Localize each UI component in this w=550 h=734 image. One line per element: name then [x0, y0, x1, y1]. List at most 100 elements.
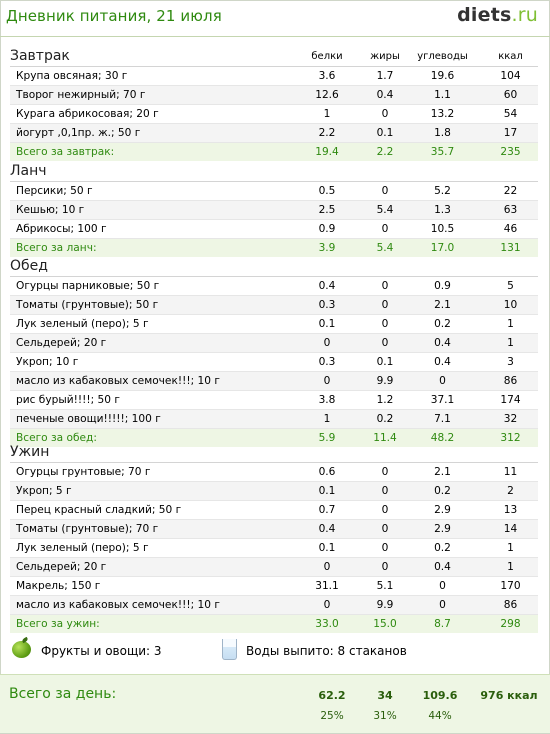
carbs-value: 1.1	[434, 89, 451, 101]
day-protein: 62.2	[318, 689, 346, 702]
fat-value: 0	[381, 108, 389, 120]
food-row: Укроп; 10 г 0.3 0.1 0.4 3	[10, 353, 538, 372]
food-row: масло из кабаковых семочек!!!; 10 г 0 9.9 0…	[10, 372, 538, 391]
section-header: Завтрак белки жиры углеводы ккал	[10, 45, 538, 67]
carbs-value: 17.0	[430, 242, 455, 254]
food-row: рис бурый!!!!; 50 г 3.8 1.2 37.1 174	[10, 391, 538, 410]
protein-value: 5.9	[318, 432, 336, 444]
site-logo[interactable]: diets.ru	[457, 4, 538, 26]
food-row: масло из кабаковых семочек!!!; 10 г 0 9.9 0…	[10, 596, 538, 615]
fat-value: 11.4	[373, 432, 397, 444]
protein-value: 0.1	[318, 318, 336, 330]
fat-value: 0.1	[376, 127, 394, 139]
fat-value: 0	[381, 280, 389, 292]
food-row: Укроп; 5 г 0.1 0 0.2 2	[10, 482, 538, 501]
protein-value: 3.8	[318, 394, 336, 406]
food-row: Кешью; 10 г 2.5 5.4 1.3 63	[10, 201, 538, 220]
carbs-value: 0.9	[434, 280, 451, 292]
col-header-fat: жиры	[370, 51, 400, 62]
food-row: Томаты (грунтовые); 50 г 0.3 0 2.1 10	[10, 296, 538, 315]
section-header: Ланч	[10, 160, 538, 182]
fat-value: 9.9	[376, 599, 394, 611]
food-name: Курага абрикосовая; 20 г	[16, 108, 159, 120]
food-name: Томаты (грунтовые); 50 г	[16, 299, 159, 311]
food-row: Абрикосы; 100 г 0.9 0 10.5 46	[10, 220, 538, 239]
kcal-value: 1	[507, 337, 514, 349]
kcal-value: 131	[500, 242, 521, 254]
carbs-value: 0.2	[434, 318, 451, 330]
day-total-panel: Всего за день: 62.2 34 109.6 976 ккал 25…	[0, 674, 550, 733]
food-name: Персики; 50 г	[16, 185, 93, 197]
kcal-value: 1	[507, 318, 514, 330]
fat-value: 9.9	[376, 375, 394, 387]
food-name: Укроп; 10 г	[16, 356, 79, 368]
carbs-value: 2.9	[434, 523, 451, 535]
protein-value: 0.4	[318, 280, 336, 292]
protein-value: 0.3	[318, 299, 336, 311]
protein-value: 1	[323, 108, 331, 120]
section-total-row: Всего за завтрак: 19.4 2.2 35.7 235	[10, 143, 538, 161]
kcal-value: 174	[500, 394, 521, 406]
food-name: йогурт ,0,1пр. ж.; 50 г	[16, 127, 141, 139]
protein-value: 19.4	[315, 146, 339, 158]
food-row: Томаты (грунтовые); 70 г 0.4 0 2.9 14	[10, 520, 538, 539]
protein-value: 3.6	[318, 70, 336, 82]
kcal-value: 10	[503, 299, 518, 311]
day-kcal: 976 ккал	[480, 689, 538, 702]
meal-section: Завтрак белки жиры углеводы ккал Крупа овсяна…	[10, 45, 538, 161]
fat-value: 0	[381, 223, 389, 235]
col-header-kcal: ккал	[498, 51, 523, 62]
section-title: Завтрак	[10, 48, 70, 64]
protein-value: 0.5	[318, 185, 336, 197]
food-name: Лук зеленый (перо); 5 г	[16, 318, 149, 330]
protein-value: 0	[323, 337, 331, 349]
extras-bar: Фрукты и овощи: 3 Воды выпито: 8 стакано…	[10, 636, 540, 666]
carbs-value: 10.5	[430, 223, 455, 235]
protein-value: 1	[323, 413, 331, 425]
day-protein-pct: 25%	[320, 710, 344, 722]
food-name: Томаты (грунтовые); 70 г	[16, 523, 159, 535]
fat-value: 0	[381, 318, 389, 330]
protein-value: 0.9	[318, 223, 336, 235]
section-total-row: Всего за обед: 5.9 11.4 48.2 312	[10, 429, 538, 447]
kcal-value: 11	[503, 466, 518, 478]
carbs-value: 7.1	[434, 413, 451, 425]
kcal-value: 22	[503, 185, 518, 197]
food-name: Творог нежирный; 70 г	[16, 89, 146, 101]
section-total-row: Всего за ланч: 3.9 5.4 17.0 131	[10, 239, 538, 257]
section-total-row: Всего за ужин: 33.0 15.0 8.7 298	[10, 615, 538, 633]
fat-value: 0.1	[376, 356, 394, 368]
food-name: Макрель; 150 г	[16, 580, 101, 592]
kcal-value: 235	[500, 146, 521, 158]
fat-value: 1.7	[376, 70, 394, 82]
kcal-value: 13	[503, 504, 518, 516]
col-header-protein: белки	[311, 51, 343, 62]
food-row: Лук зеленый (перо); 5 г 0.1 0 0.2 1	[10, 315, 538, 334]
carbs-value: 2.9	[434, 504, 451, 516]
carbs-value: 48.2	[430, 432, 455, 444]
food-name: Сельдерей; 20 г	[16, 561, 107, 573]
food-name: Укроп; 5 г	[16, 485, 72, 497]
food-name: Огурцы парниковые; 50 г	[16, 280, 160, 292]
protein-value: 0	[323, 561, 331, 573]
food-name: Огурцы грунтовые; 70 г	[16, 466, 151, 478]
fruits-count: Фрукты и овощи: 3	[41, 644, 162, 658]
carbs-value: 0.4	[434, 337, 451, 349]
kcal-value: 170	[500, 580, 521, 592]
carbs-value: 1.8	[434, 127, 451, 139]
food-name: Всего за ужин:	[16, 618, 100, 630]
food-row: Огурцы парниковые; 50 г 0.4 0 0.9 5	[10, 277, 538, 296]
carbs-value: 5.2	[434, 185, 451, 197]
kcal-value: 2	[507, 485, 514, 497]
food-row: Крупа овсяная; 30 г 3.6 1.7 19.6 104	[10, 67, 538, 86]
fat-value: 0	[381, 504, 389, 516]
food-name: Кешью; 10 г	[16, 204, 85, 216]
food-name: Всего за обед:	[16, 432, 97, 444]
fat-value: 5.4	[376, 242, 394, 254]
fat-value: 0	[381, 466, 389, 478]
meal-section: Обед Огурцы парниковые; 50 г 0.4 0 0.9 5 Томат…	[10, 255, 538, 447]
kcal-value: 86	[503, 599, 518, 611]
food-row: печеные овощи!!!!!; 100 г 1 0.2 7.1 32	[10, 410, 538, 429]
carbs-value: 19.6	[430, 70, 455, 82]
meal-section: Ужин Огурцы грунтовые; 70 г 0.6 0 2.1 11 Укроп…	[10, 441, 538, 633]
